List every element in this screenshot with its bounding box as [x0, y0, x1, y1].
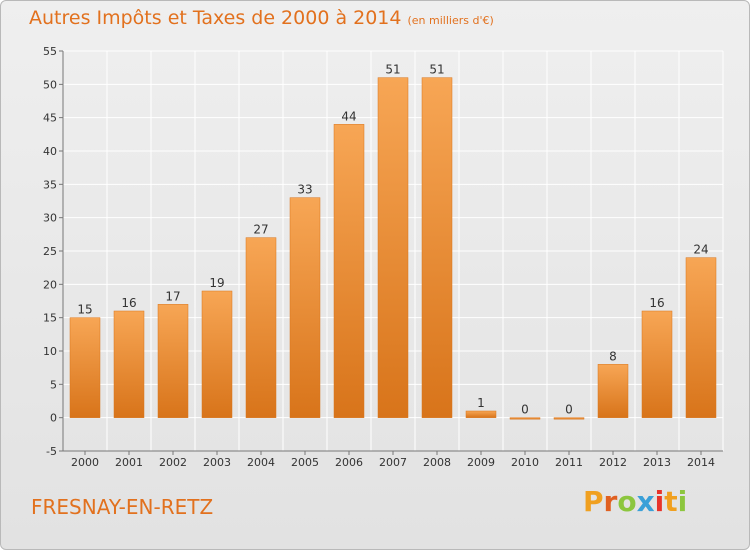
chart-subtitle: (en milliers d'€) [407, 14, 494, 27]
bar-value-label: 51 [385, 63, 400, 77]
y-tick-label: 0 [50, 412, 57, 425]
bar-value-label: 27 [253, 223, 268, 237]
logo-letter: x [636, 485, 655, 518]
y-tick-label: 45 [43, 112, 57, 125]
x-tick-label: 2005 [291, 456, 319, 469]
bar [377, 77, 409, 418]
x-tick-label: 2008 [423, 456, 451, 469]
x-tick-label: 2010 [511, 456, 539, 469]
y-tick-label: 30 [43, 212, 57, 225]
y-tick-label: 25 [43, 245, 57, 258]
logo-letter: t [664, 485, 678, 518]
y-tick-label: 20 [43, 278, 57, 291]
chart-title-text: Autres Impôts et Taxes de 2000 à 2014 [29, 7, 402, 29]
y-tick-label: 5 [50, 378, 57, 391]
y-tick-label: 35 [43, 178, 57, 191]
bar-value-label: 0 [521, 403, 529, 417]
logo-letter: i [654, 485, 665, 518]
x-tick-label: 2006 [335, 456, 363, 469]
logo-letter: o [617, 485, 637, 518]
x-tick-label: 2000 [71, 456, 99, 469]
x-tick-label: 2013 [643, 456, 671, 469]
bar [69, 317, 101, 418]
logo-letter: r [603, 485, 618, 518]
bar [201, 290, 233, 418]
chart-title: Autres Impôts et Taxes de 2000 à 2014 (en… [29, 7, 494, 29]
bar [333, 124, 365, 418]
y-tick-label: 55 [43, 45, 57, 58]
bar [509, 417, 541, 420]
bar [553, 417, 585, 420]
bar-value-label: 33 [297, 183, 312, 197]
bar-value-label: 1 [477, 396, 485, 410]
bar-value-label: 16 [121, 296, 136, 310]
bar [421, 77, 453, 418]
x-tick-label: 2011 [555, 456, 583, 469]
bar-value-label: 8 [609, 349, 617, 363]
bar [113, 310, 145, 418]
x-tick-label: 2014 [687, 456, 715, 469]
bar-value-label: 0 [565, 403, 573, 417]
y-tick-label: 40 [43, 145, 57, 158]
proxiti-logo: Proxiti [583, 485, 687, 518]
bar [157, 304, 189, 418]
bar [641, 310, 673, 418]
bar-value-label: 15 [77, 303, 92, 317]
bar [597, 364, 629, 418]
bar-value-label: 19 [209, 276, 224, 290]
y-tick-label: 50 [43, 78, 57, 91]
bar-value-label: 24 [693, 243, 708, 257]
y-tick-label: -5 [46, 445, 57, 458]
x-tick-label: 2002 [159, 456, 187, 469]
x-tick-label: 2009 [467, 456, 495, 469]
x-tick-label: 2003 [203, 456, 231, 469]
bar-value-label: 17 [165, 289, 180, 303]
bar-value-label: 44 [341, 109, 356, 123]
x-tick-label: 2004 [247, 456, 275, 469]
logo-letter: i [677, 485, 688, 518]
x-tick-label: 2001 [115, 456, 143, 469]
town-name: FRESNAY-EN-RETZ [31, 495, 214, 519]
bar-value-label: 16 [649, 296, 664, 310]
bar [685, 257, 717, 418]
y-tick-label: 10 [43, 345, 57, 358]
x-tick-label: 2012 [599, 456, 627, 469]
bar [465, 410, 497, 418]
x-tick-label: 2007 [379, 456, 407, 469]
bar [289, 197, 321, 418]
logo-letter: P [583, 485, 604, 518]
y-tick-label: 15 [43, 312, 57, 325]
bar-value-label: 51 [429, 63, 444, 77]
bar [245, 237, 277, 418]
